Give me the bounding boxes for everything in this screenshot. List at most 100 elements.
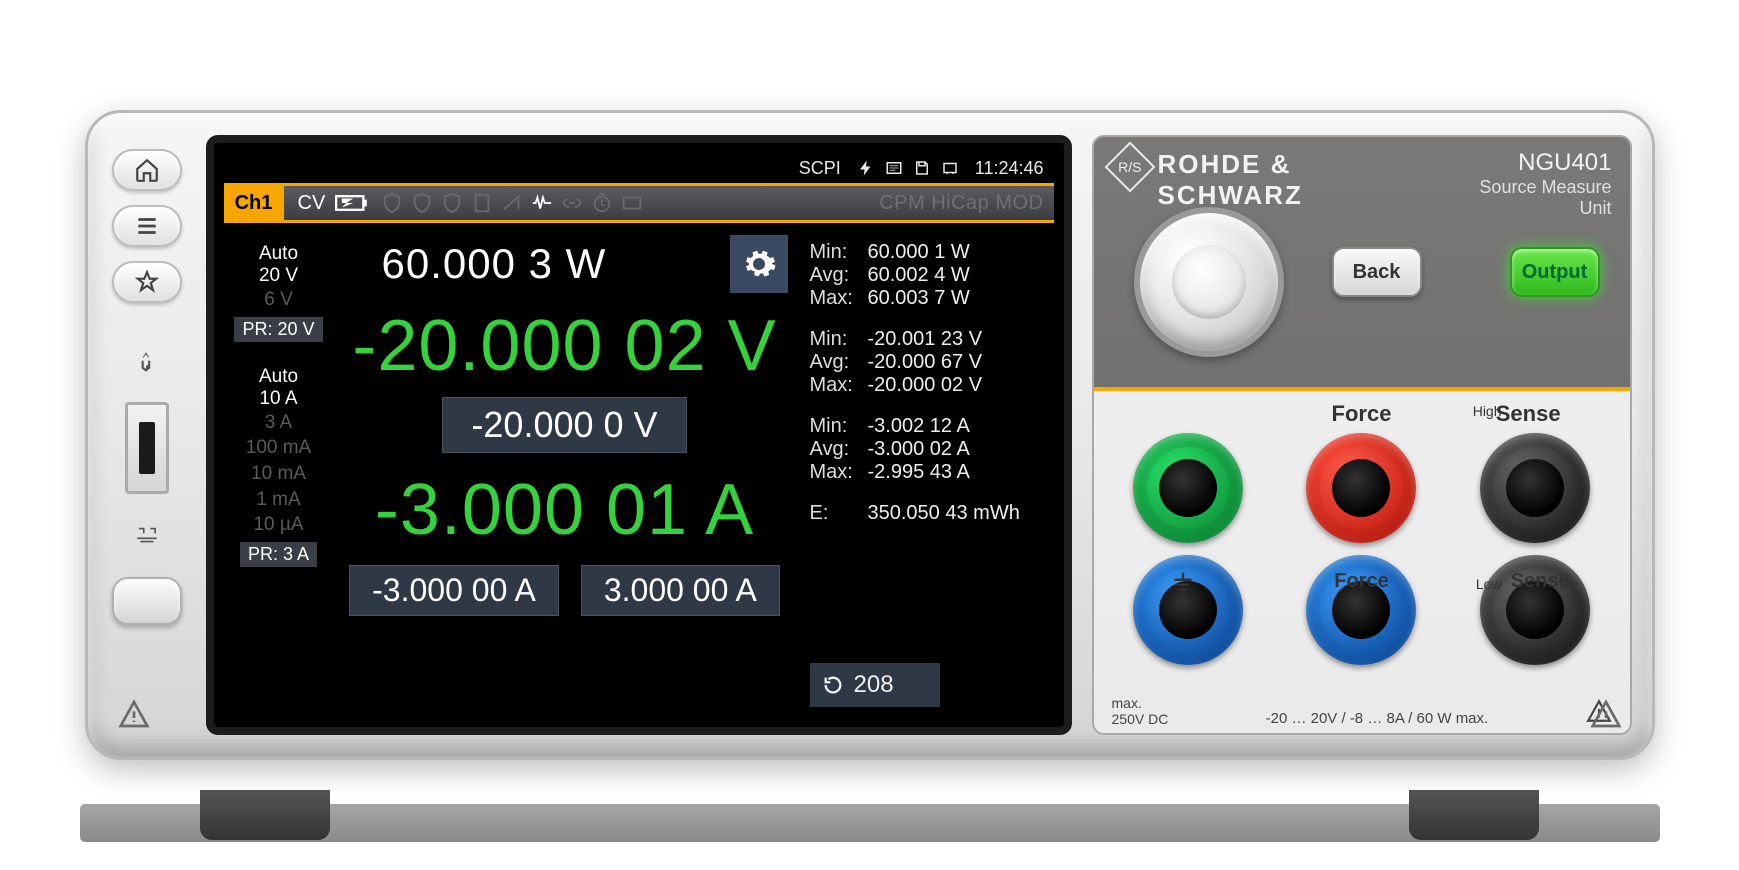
voltage-reading: -20.000 02 V	[342, 305, 788, 387]
right-panel: R/S ROHDE & SCHWARZ NGU401 Source Measur…	[1092, 135, 1632, 735]
p-avg-v: 60.002 4 W	[868, 264, 970, 287]
brand-logo: R/S	[1104, 142, 1155, 193]
v-max-v: -20.000 02 V	[868, 374, 983, 397]
current-limit-neg[interactable]: -3.000 00 A	[349, 565, 559, 616]
i-avg-k: Avg:	[810, 438, 858, 461]
jack-sense-high[interactable]	[1480, 433, 1590, 543]
regulation-mode: CV	[298, 192, 326, 215]
sense-label-top: Sense	[1445, 401, 1612, 427]
doc-icon	[471, 192, 493, 214]
screen-bezel: SCPI 11:24:46 Ch1 CV	[206, 135, 1072, 735]
waveform-icon	[531, 192, 553, 214]
favorite-button[interactable]	[112, 261, 182, 303]
foot-right	[1409, 790, 1539, 840]
rating-label: -20 … 20V / -8 … 8A / 60 W max.	[1168, 710, 1585, 727]
jack-force-low[interactable]	[1306, 555, 1416, 665]
mode-flags: CPM HiCap MOD	[879, 192, 1043, 215]
i-max-k: Max:	[810, 461, 858, 484]
i-range-100ma: 100 mA	[246, 435, 311, 461]
current-limit-pos[interactable]: 3.000 00 A	[581, 565, 780, 616]
v-auto-label: Auto	[259, 243, 298, 265]
warning-triangle-left	[118, 698, 150, 735]
i-range-10ma: 10 mA	[251, 461, 306, 487]
menu-button[interactable]	[112, 205, 182, 247]
voltage-setpoint[interactable]: -20.000 0 V	[442, 397, 686, 453]
i-auto-value: 10 A	[259, 388, 297, 410]
current-range-group[interactable]: Auto 10 A 3 A 100 mA 10 mA 1 mA 10 µA PR…	[240, 366, 317, 567]
rotary-knob[interactable]	[1134, 207, 1284, 357]
left-button-column	[88, 113, 206, 757]
p-max-k: Max:	[810, 287, 858, 310]
output-button[interactable]: Output	[1510, 247, 1600, 297]
lan-icon	[941, 159, 959, 177]
stats-count: 208	[854, 671, 894, 699]
timer-icon	[591, 192, 613, 214]
high-label: High	[1473, 403, 1502, 419]
i-min-v: -3.002 12 A	[868, 415, 970, 438]
jack-sense-low[interactable]	[1480, 555, 1590, 665]
i-avg-v: -3.000 02 A	[868, 438, 970, 461]
measurement-column: 60.000 3 W -20.000 02 V -20.000 0 V -3.0…	[334, 227, 804, 717]
panel-divider	[1094, 387, 1630, 391]
max-voltage-label: max. 250V DC	[1112, 695, 1169, 727]
foot-left	[200, 790, 330, 840]
shield-v-icon	[411, 192, 433, 214]
force-label-top: Force	[1278, 401, 1445, 427]
e-k: E:	[810, 502, 858, 525]
voltage-stats: Min:-20.001 23 V Avg:-20.000 67 V Max:-2…	[810, 328, 1048, 397]
star-icon	[134, 269, 160, 295]
jack-guard[interactable]	[1133, 433, 1243, 543]
brand-name: ROHDE & SCHWARZ	[1158, 149, 1438, 211]
stats-reset[interactable]: 208	[810, 663, 940, 707]
v-avg-k: Avg:	[810, 351, 858, 374]
panel-top: R/S ROHDE & SCHWARZ NGU401 Source Measur…	[1094, 137, 1630, 387]
i-pr-label: PR: 3 A	[240, 542, 317, 567]
i-range-10ua: 10 µA	[253, 512, 303, 538]
channel-toolbar[interactable]: Ch1 CV CPM HiCap MOD	[224, 183, 1054, 223]
v-min-v: -20.001 23 V	[868, 328, 983, 351]
filter-icon	[621, 192, 643, 214]
gear-icon	[741, 246, 777, 282]
i-max-v: -2.995 43 A	[868, 461, 970, 484]
usb-port[interactable]	[125, 402, 169, 494]
shield-c-icon	[381, 192, 403, 214]
i-range-1ma: 1 mA	[256, 487, 300, 513]
reset-icon	[822, 674, 844, 696]
p-min-v: 60.000 1 W	[868, 241, 970, 264]
p-min-k: Min:	[810, 241, 858, 264]
i-auto-label: Auto	[259, 366, 298, 388]
v-auto-value: 20 V	[259, 265, 298, 287]
status-icons	[857, 159, 959, 177]
power-stats: Min:60.000 1 W Avg:60.002 4 W Max:60.003…	[810, 241, 1048, 310]
e-v: 350.050 43 mWh	[868, 502, 1020, 525]
home-button[interactable]	[112, 149, 182, 191]
bolt-icon	[857, 159, 875, 177]
current-stats: Min:-3.002 12 A Avg:-3.000 02 A Max:-2.9…	[810, 415, 1048, 484]
usb-icon	[134, 351, 160, 382]
v-avg-v: -20.000 67 V	[868, 351, 983, 374]
power-button[interactable]	[112, 577, 182, 625]
model-subtitle: Source Measure Unit	[1447, 177, 1611, 219]
touchscreen[interactable]: SCPI 11:24:46 Ch1 CV	[224, 153, 1054, 717]
log-icon	[885, 159, 903, 177]
range-column[interactable]: Auto 20 V 6 V PR: 20 V Auto 10 A 3 A 100…	[224, 227, 334, 717]
status-bar: SCPI 11:24:46	[224, 153, 1054, 183]
clock: 11:24:46	[975, 158, 1044, 179]
voltage-range-group[interactable]: Auto 20 V 6 V PR: 20 V	[234, 243, 322, 342]
chassis-ground-icon	[134, 522, 160, 553]
jack-force-high[interactable]	[1306, 433, 1416, 543]
channel-tab[interactable]: Ch1	[224, 186, 284, 220]
terminal-area: Force Sense High Force Sense Low max. 25…	[1094, 393, 1630, 733]
current-reading: -3.000 01 A	[342, 469, 788, 551]
scpi-label: SCPI	[799, 158, 841, 179]
home-icon	[134, 157, 160, 183]
screen-content: Auto 20 V 6 V PR: 20 V Auto 10 A 3 A 100…	[224, 227, 1054, 717]
instrument-chassis: SCPI 11:24:46 Ch1 CV	[85, 110, 1655, 760]
i-range-3a: 3 A	[265, 410, 292, 436]
settings-button[interactable]	[730, 235, 788, 293]
battery-icon	[335, 193, 369, 213]
jack-ground[interactable]	[1133, 555, 1243, 665]
power-reading: 60.000 3 W	[382, 240, 607, 288]
back-button[interactable]: Back	[1332, 247, 1422, 297]
p-avg-k: Avg:	[810, 264, 858, 287]
